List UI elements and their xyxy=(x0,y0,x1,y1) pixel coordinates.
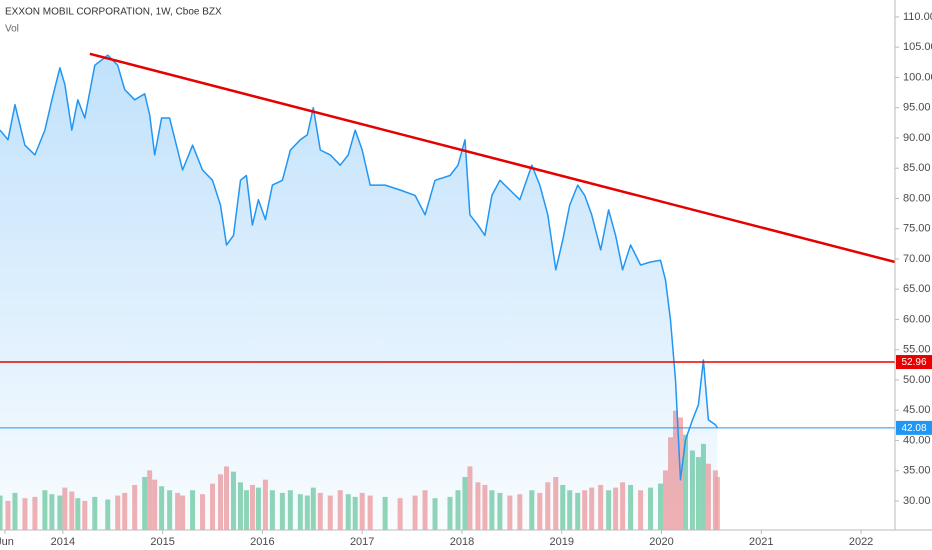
y-tick-label: 45.00 xyxy=(903,404,931,416)
price-label-box xyxy=(896,420,932,435)
x-tick-label: 2015 xyxy=(150,536,174,548)
price-label-box xyxy=(896,355,932,370)
y-tick-label: 55.00 xyxy=(903,344,931,356)
subtitle: Vol xyxy=(5,24,19,35)
price-area xyxy=(0,55,718,530)
price-label: 42.08 xyxy=(901,423,926,434)
price-line xyxy=(0,54,719,481)
y-tick-label: 40.00 xyxy=(903,434,931,446)
x-tick-label: 2014 xyxy=(51,536,75,548)
x-tick-label: 2019 xyxy=(550,536,574,548)
x-tick-label: 2016 xyxy=(250,536,274,548)
price-label: 52.96 xyxy=(901,357,926,368)
y-tick-label: 105.00 xyxy=(903,41,932,53)
y-tick-label: 50.00 xyxy=(903,374,931,386)
y-tick-label: 30.00 xyxy=(903,495,931,507)
y-tick-label: 70.00 xyxy=(903,253,931,265)
y-tick-label: 35.00 xyxy=(903,465,931,477)
x-tick-label: 2020 xyxy=(649,536,673,548)
y-tick-label: 75.00 xyxy=(903,223,931,235)
y-tick-label: 85.00 xyxy=(903,162,931,174)
trend-line xyxy=(89,52,895,264)
x-tick-label: 2017 xyxy=(350,536,374,548)
y-tick-label: 100.00 xyxy=(903,71,932,83)
y-tick-label: 60.00 xyxy=(903,313,931,325)
y-tick-label: 90.00 xyxy=(903,132,931,144)
y-tick-label: 110.00 xyxy=(903,11,932,23)
x-tick-label: 2018 xyxy=(450,536,474,548)
y-tick-label: 65.00 xyxy=(903,283,931,295)
x-tick-label: Jun xyxy=(0,536,14,548)
y-tick-label: 95.00 xyxy=(903,102,931,114)
plot-area xyxy=(0,52,895,530)
x-tick-label: 2021 xyxy=(749,536,773,548)
x-tick-label: 2022 xyxy=(849,536,873,548)
chart-title: EXXON MOBIL CORPORATION, 1W, Cboe BZX xyxy=(5,7,222,18)
y-tick-label: 80.00 xyxy=(903,192,931,204)
